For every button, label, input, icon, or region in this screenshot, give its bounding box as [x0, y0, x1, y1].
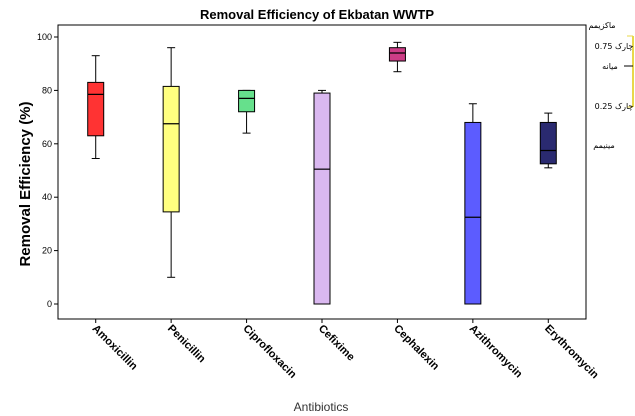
box-iqr [464, 121, 482, 305]
box-erythromycin [539, 112, 557, 169]
x-tick-label: Cephalexin [391, 323, 441, 373]
x-tick-label: Cefixime [316, 323, 357, 364]
x-tick-label: Erythromycin [542, 323, 601, 382]
box-penicillin [162, 47, 180, 278]
y-tick-label: 100 [37, 32, 52, 42]
x-tick-label: Azithromycin [467, 323, 525, 381]
box-iqr [313, 92, 331, 305]
y-tick-label: 0 [47, 299, 52, 309]
x-tick-label: Ciprofloxacin [240, 323, 298, 381]
box-cephalexin [388, 41, 406, 73]
box-ciprofloxacin [238, 89, 256, 134]
legend-item-q1: چارک 0.25 [595, 102, 634, 111]
chart-title: Removal Efficiency of Ekbatan WWTP [200, 7, 434, 22]
box-iqr [539, 121, 557, 165]
x-axis-label: Antibiotics [294, 400, 349, 414]
box-cefixime [313, 89, 331, 305]
y-tick-label: 80 [42, 85, 52, 95]
legend-item-max: ماکزیمم [588, 21, 615, 30]
y-tick-label: 20 [42, 246, 52, 256]
x-axis-ticks: Amoxicillin Penicillin Ciprofloxacin Cefixi… [90, 319, 601, 381]
legend-item-min: مینیمم [593, 141, 614, 150]
x-tick-label: Amoxicillin [90, 323, 140, 373]
x-tick-label: Penicillin [165, 323, 208, 366]
y-tick-label: 60 [42, 139, 52, 149]
legend-item-median: میانه [602, 62, 618, 71]
box-iqr [162, 85, 180, 213]
y-tick-label: 40 [42, 192, 52, 202]
box-amoxicillin [87, 55, 105, 159]
box-iqr [87, 81, 105, 137]
box-azithromycin [464, 103, 482, 305]
y-axis-label: Removal Efficiency (%) [17, 101, 34, 266]
legend-item-q3: چارک 0.75 [595, 42, 634, 51]
y-axis: 0 20 40 60 80 100 [37, 32, 58, 309]
box-iqr [238, 89, 256, 113]
box-iqr [388, 47, 406, 62]
legend: ماکزیمم چارک 0.75 میانه چارک 0.25 مینیمم [588, 21, 634, 150]
boxes-group [87, 41, 557, 305]
